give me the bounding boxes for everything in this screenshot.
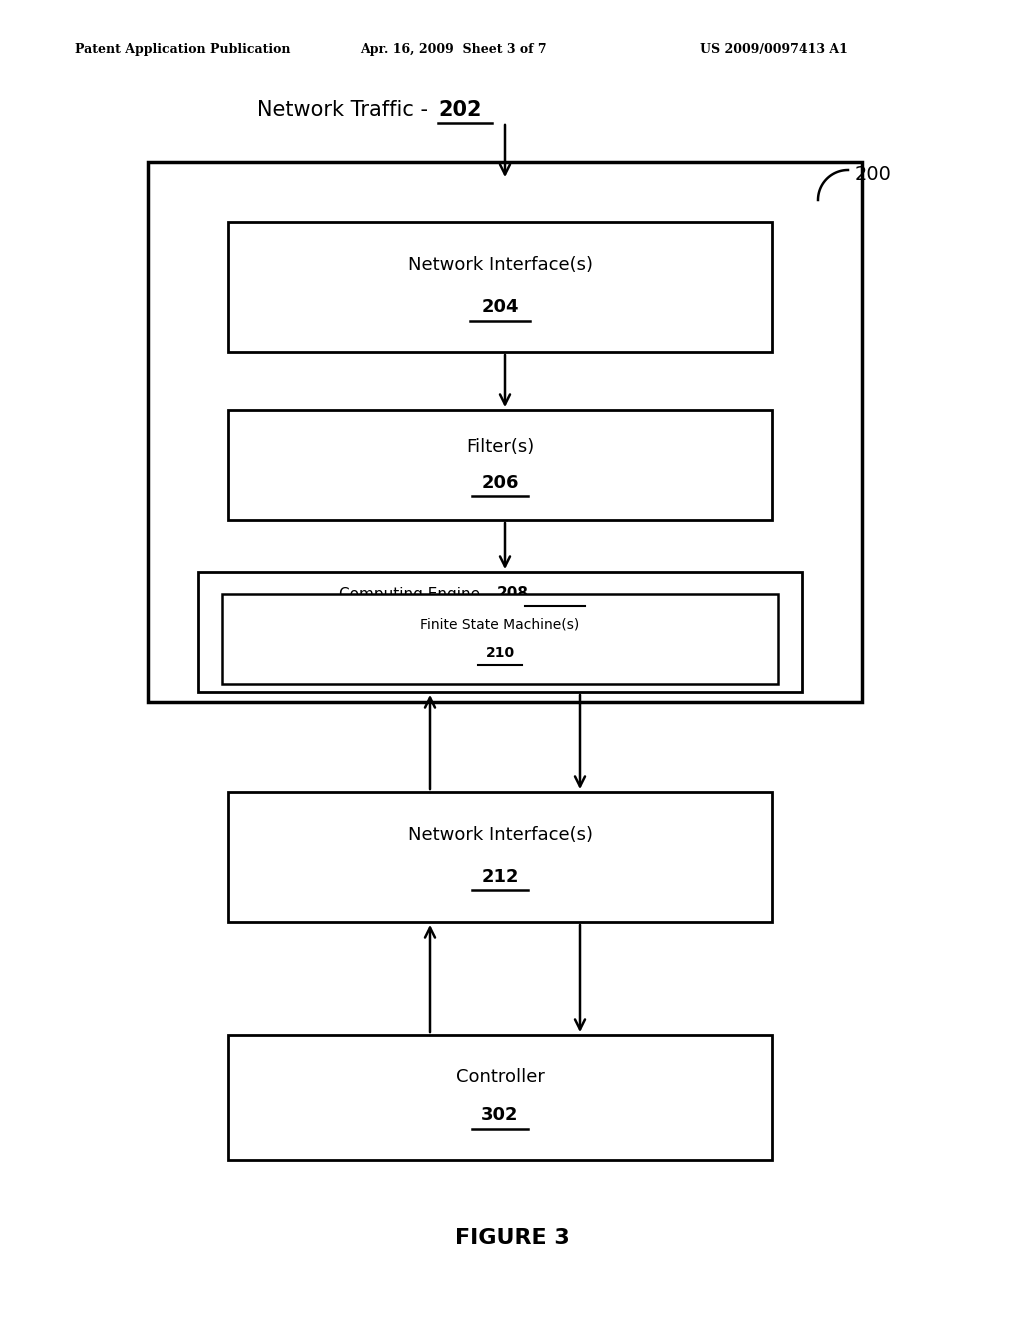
Text: Network Interface(s): Network Interface(s) — [408, 256, 593, 275]
Text: 206: 206 — [481, 474, 519, 492]
Text: Apr. 16, 2009  Sheet 3 of 7: Apr. 16, 2009 Sheet 3 of 7 — [360, 44, 547, 57]
Text: 212: 212 — [481, 869, 519, 886]
Text: 202: 202 — [438, 100, 481, 120]
Bar — [198, 572, 802, 692]
Text: Network Interface(s): Network Interface(s) — [408, 826, 593, 843]
Bar — [148, 162, 862, 702]
Bar — [222, 594, 778, 684]
Text: Computing Engine -: Computing Engine - — [339, 586, 495, 602]
Text: Filter(s): Filter(s) — [466, 438, 535, 455]
Text: Finite State Machine(s): Finite State Machine(s) — [421, 618, 580, 632]
Text: FIGURE 3: FIGURE 3 — [455, 1228, 569, 1247]
Text: US 2009/0097413 A1: US 2009/0097413 A1 — [700, 44, 848, 57]
Text: 302: 302 — [481, 1106, 519, 1125]
Text: 204: 204 — [481, 298, 519, 315]
Text: Controller: Controller — [456, 1068, 545, 1086]
Bar — [228, 222, 772, 352]
Text: 200: 200 — [855, 165, 892, 185]
Text: 210: 210 — [485, 645, 515, 660]
Bar — [228, 1035, 772, 1160]
Bar — [228, 411, 772, 520]
Bar — [228, 792, 772, 921]
Text: Network Traffic -: Network Traffic - — [257, 100, 435, 120]
Text: Patent Application Publication: Patent Application Publication — [75, 44, 291, 57]
Text: 208: 208 — [497, 586, 529, 602]
